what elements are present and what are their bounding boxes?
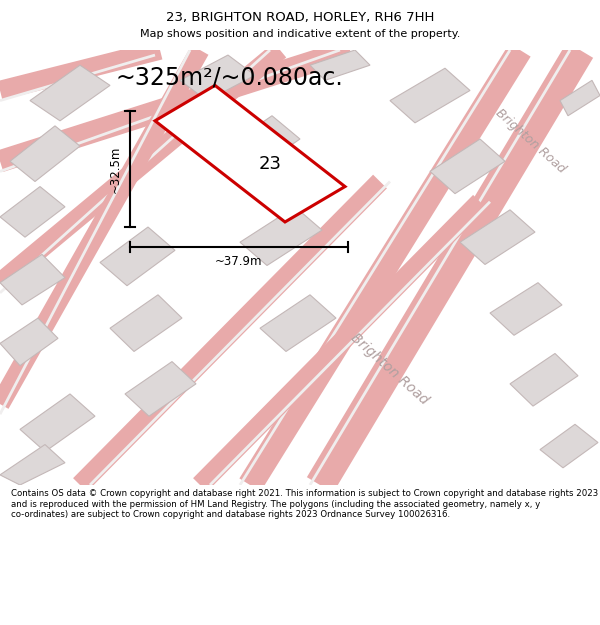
Polygon shape <box>125 362 196 416</box>
Polygon shape <box>100 227 175 286</box>
Polygon shape <box>110 295 182 351</box>
Polygon shape <box>30 65 110 121</box>
Text: ~325m²/~0.080ac.: ~325m²/~0.080ac. <box>115 65 343 89</box>
Polygon shape <box>510 354 578 406</box>
Polygon shape <box>0 254 65 305</box>
Polygon shape <box>540 424 598 468</box>
Polygon shape <box>240 207 322 266</box>
Polygon shape <box>155 86 345 222</box>
Polygon shape <box>560 81 600 116</box>
Polygon shape <box>260 295 336 351</box>
Text: ~32.5m: ~32.5m <box>109 145 122 192</box>
Polygon shape <box>430 139 505 194</box>
Text: 23, BRIGHTON ROAD, HORLEY, RH6 7HH: 23, BRIGHTON ROAD, HORLEY, RH6 7HH <box>166 11 434 24</box>
Text: ~37.9m: ~37.9m <box>215 256 263 268</box>
Polygon shape <box>460 210 535 264</box>
Text: Contains OS data © Crown copyright and database right 2021. This information is : Contains OS data © Crown copyright and d… <box>11 489 598 519</box>
Polygon shape <box>10 126 80 181</box>
Text: Brighton Road: Brighton Road <box>493 106 568 176</box>
Polygon shape <box>0 444 65 485</box>
Polygon shape <box>180 55 255 101</box>
Polygon shape <box>0 318 58 366</box>
Text: 23: 23 <box>259 155 281 172</box>
Text: Map shows position and indicative extent of the property.: Map shows position and indicative extent… <box>140 29 460 39</box>
Polygon shape <box>20 394 95 452</box>
Text: Brighton Road: Brighton Road <box>349 330 431 407</box>
Polygon shape <box>390 68 470 123</box>
Polygon shape <box>310 50 370 81</box>
Polygon shape <box>490 282 562 335</box>
Polygon shape <box>220 116 300 174</box>
Polygon shape <box>0 187 65 237</box>
